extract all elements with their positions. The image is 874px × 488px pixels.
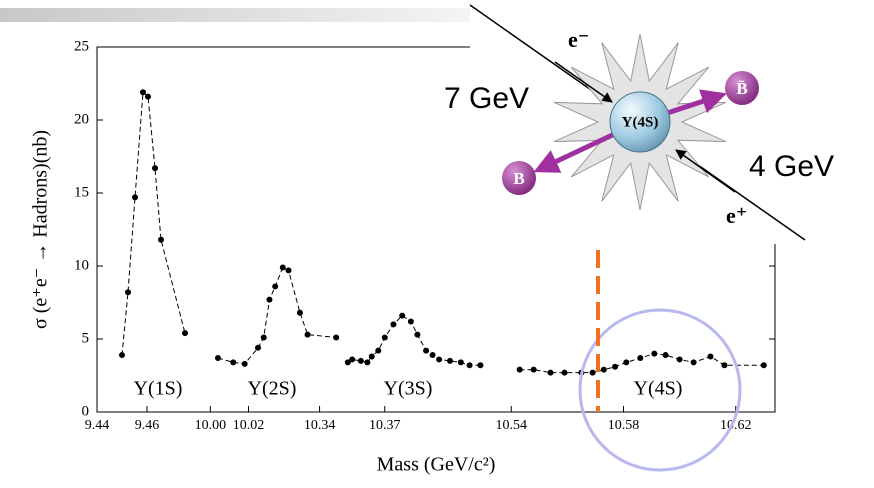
data-point	[182, 330, 188, 336]
x-axis-label: Mass (GeV/c²)	[377, 454, 496, 476]
data-point	[255, 345, 261, 351]
data-point	[375, 348, 381, 354]
data-point	[390, 321, 396, 327]
data-point	[651, 351, 657, 357]
data-point	[333, 335, 339, 341]
data-point	[517, 367, 523, 373]
y-tick-label: 0	[82, 403, 90, 419]
data-point	[242, 361, 248, 367]
data-point	[637, 355, 643, 361]
energy-minus-label: 7 GeV	[444, 82, 529, 115]
beam-plus-label: e⁺	[726, 203, 747, 228]
data-point	[125, 289, 131, 295]
beam-minus-label: e⁻	[568, 27, 589, 52]
data-point	[305, 332, 311, 338]
resonance-label: Υ(4S)	[634, 378, 683, 400]
data-point	[477, 362, 483, 368]
data-point	[447, 358, 453, 364]
resonance-label: Υ(2S)	[248, 378, 297, 400]
data-point	[677, 356, 683, 362]
energy-plus-label: 4 GeV	[749, 150, 834, 183]
figure: 0 5 10 15 20 25 σ (e⁺e⁻ → Hadrons)(nb) Mass (Ge…	[0, 0, 874, 488]
data-point	[230, 359, 236, 365]
data-point	[562, 370, 568, 376]
y-axis-label: σ (e⁺e⁻ → Hadrons)(nb)	[30, 130, 52, 329]
fit-line	[348, 316, 481, 366]
y-tick-label: 25	[74, 38, 89, 54]
y-tick-label: 15	[74, 184, 89, 200]
fit-line	[122, 92, 185, 355]
data-point	[119, 352, 125, 358]
x-tick-label: 10.00	[195, 418, 227, 433]
x-tick-label: 9.46	[135, 418, 160, 433]
data-point	[369, 354, 375, 360]
data-point	[382, 335, 388, 341]
data-point	[280, 264, 286, 270]
data-point	[364, 359, 370, 365]
data-point	[145, 94, 151, 100]
data-point	[601, 367, 607, 373]
data-point	[414, 332, 420, 338]
b-bar-label: B̄	[736, 79, 747, 98]
x-tick-label: 10.34	[304, 418, 336, 433]
header-band	[0, 8, 470, 22]
data-point	[158, 237, 164, 243]
y-tick-label: 5	[82, 330, 90, 346]
data-point	[458, 359, 464, 365]
data-point	[399, 313, 405, 319]
data-point	[272, 283, 278, 289]
resonance-label: Υ(4S)	[622, 114, 659, 130]
data-point	[721, 362, 727, 368]
data-point	[266, 297, 272, 303]
x-tick-label: 10.02	[233, 418, 265, 433]
data-point	[297, 310, 303, 316]
data-point	[349, 356, 355, 362]
data-point	[531, 367, 537, 373]
data-point	[132, 194, 138, 200]
data-point	[548, 370, 554, 376]
x-tick-label: 10.62	[720, 418, 752, 433]
data-point	[436, 356, 442, 362]
data-point	[140, 89, 146, 95]
b-label: B	[513, 169, 524, 188]
data-point	[761, 362, 767, 368]
data-point	[623, 359, 629, 365]
data-point	[423, 348, 429, 354]
data-point	[590, 370, 596, 376]
x-tick-label: 10.54	[495, 418, 527, 433]
x-tick-label: 10.58	[608, 418, 640, 433]
x-tick-label: 9.44	[85, 418, 110, 433]
data-point	[152, 165, 158, 171]
data-point	[286, 267, 292, 273]
data-point	[612, 364, 618, 370]
resonance-label: Υ(3S)	[384, 378, 433, 400]
diagram: Υ(4S) B̄ B e⁻ e⁺ 7 GeV 4 GeV	[444, 0, 874, 244]
x-tick-label: 10.37	[369, 418, 401, 433]
resonance-label: Υ(1S)	[134, 378, 183, 400]
data-point	[707, 354, 713, 360]
y-tick-label: 20	[74, 111, 89, 127]
data-point	[430, 352, 436, 358]
data-point	[215, 355, 221, 361]
fit-line	[218, 268, 336, 364]
data-point	[467, 362, 473, 368]
data-point	[691, 359, 697, 365]
data-point	[358, 358, 364, 364]
data-point	[408, 318, 414, 324]
data-point	[663, 352, 669, 358]
data-point	[261, 335, 267, 341]
y-tick-label: 10	[74, 257, 89, 273]
